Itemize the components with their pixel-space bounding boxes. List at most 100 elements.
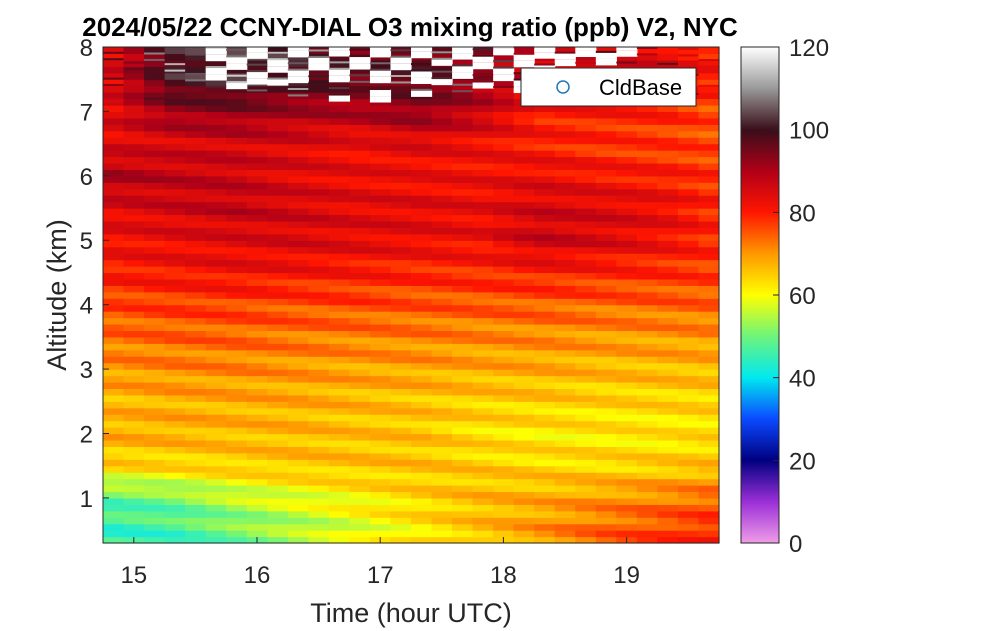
sparse-streak <box>267 51 288 54</box>
heatmap-cell <box>411 465 433 473</box>
heatmap-cell <box>103 240 125 248</box>
heatmap-cell <box>390 446 412 454</box>
heatmap-cell <box>554 285 576 293</box>
heatmap-cell <box>328 446 350 454</box>
heatmap-cell <box>390 317 412 325</box>
heatmap-cell <box>369 369 392 377</box>
heatmap-cell <box>452 220 474 228</box>
heatmap-cell <box>287 311 309 319</box>
heatmap-cell <box>308 330 330 338</box>
heatmap-cell <box>123 317 145 325</box>
x-axis-ticks: 15 16 17 18 19 <box>120 537 640 589</box>
heatmap-cell <box>636 311 658 319</box>
heatmap-cell <box>246 266 268 274</box>
heatmap-cell <box>472 433 494 441</box>
heatmap-cell <box>205 504 227 512</box>
sparse-streak <box>144 78 165 81</box>
heatmap-cell <box>452 246 474 254</box>
heatmap-cell <box>636 497 658 505</box>
heatmap-cell <box>452 356 474 364</box>
heatmap-cell <box>411 278 433 286</box>
heatmap-cell <box>328 504 350 512</box>
missing-data-gap <box>595 52 617 59</box>
heatmap-cell <box>698 214 720 222</box>
heatmap-cell <box>267 497 289 505</box>
heatmap-cell <box>123 104 145 113</box>
heatmap-cell <box>513 47 535 55</box>
heatmap-cell <box>349 369 371 377</box>
heatmap-cell <box>369 330 392 338</box>
heatmap-cell <box>205 266 227 274</box>
heatmap-cell <box>657 472 679 480</box>
heatmap-cell <box>472 130 494 138</box>
legend-box[interactable]: CldBase <box>520 67 697 107</box>
heatmap-cell <box>493 233 515 241</box>
heatmap-cell <box>205 175 227 183</box>
sparse-streak <box>472 48 494 51</box>
heatmap-cell <box>472 47 494 55</box>
heatmap-cell <box>205 208 227 216</box>
heatmap-cell <box>575 266 597 274</box>
heatmap-cell <box>185 47 207 55</box>
heatmap-cell <box>452 530 474 538</box>
heatmap-cell <box>677 349 700 357</box>
heatmap-cell <box>575 375 597 383</box>
heatmap-cell <box>554 452 576 460</box>
heatmap-cell <box>657 272 679 280</box>
heatmap-cell <box>513 465 535 473</box>
heatmap-cell <box>431 175 453 183</box>
heatmap-cell <box>554 497 576 505</box>
heatmap-cell <box>452 491 474 499</box>
heatmap-cell <box>390 137 412 145</box>
heatmap-cell <box>308 272 330 280</box>
heatmap-cell <box>616 394 638 402</box>
heatmap-cell <box>287 465 309 473</box>
sparse-streak <box>246 63 268 66</box>
heatmap-cell <box>575 323 597 332</box>
heatmap-cell <box>144 381 166 389</box>
heatmap-cell <box>636 381 658 389</box>
heatmap-cell <box>349 381 371 389</box>
heatmap-cell <box>205 162 227 170</box>
heatmap-cell <box>698 304 720 312</box>
heatmap-cell <box>452 439 474 447</box>
heatmap-cell <box>595 330 617 338</box>
heatmap-cell <box>513 394 535 402</box>
heatmap-cell <box>103 510 125 518</box>
heatmap-cell <box>287 298 309 306</box>
heatmap-cell <box>616 298 638 306</box>
heatmap-cell <box>328 349 350 357</box>
heatmap-cell <box>657 485 679 493</box>
heatmap-cell <box>411 536 433 544</box>
heatmap-cell <box>287 240 309 248</box>
heatmap-cell <box>513 227 535 235</box>
heatmap-cell <box>595 182 617 190</box>
heatmap-cell <box>287 285 309 293</box>
heatmap-cell <box>185 233 207 241</box>
heatmap-cell <box>513 304 535 312</box>
heatmap-cells <box>103 42 720 544</box>
heatmap-cell <box>657 233 679 241</box>
heatmap-cell <box>452 304 474 312</box>
missing-data-gap <box>390 57 412 64</box>
heatmap-cell <box>246 317 268 325</box>
heatmap-cell <box>698 124 720 132</box>
heatmap-cell <box>267 117 289 125</box>
heatmap-cell <box>595 272 617 280</box>
heatmap-cell <box>123 452 145 460</box>
heatmap-cell <box>698 79 720 87</box>
heatmap-cell <box>575 208 597 216</box>
heatmap-cell <box>636 478 658 486</box>
heatmap-cell <box>657 162 679 170</box>
heatmap-cell <box>493 317 515 325</box>
heatmap-cell <box>472 98 494 106</box>
heatmap-cell <box>636 214 658 222</box>
heatmap-cell <box>431 504 453 512</box>
sparse-streak <box>267 58 288 61</box>
heatmap-cell <box>472 104 494 113</box>
heatmap-cell <box>554 375 576 383</box>
heatmap-cell <box>349 124 371 132</box>
heatmap-cell <box>657 150 679 158</box>
heatmap-cell <box>595 362 617 370</box>
heatmap-cell <box>308 504 330 512</box>
